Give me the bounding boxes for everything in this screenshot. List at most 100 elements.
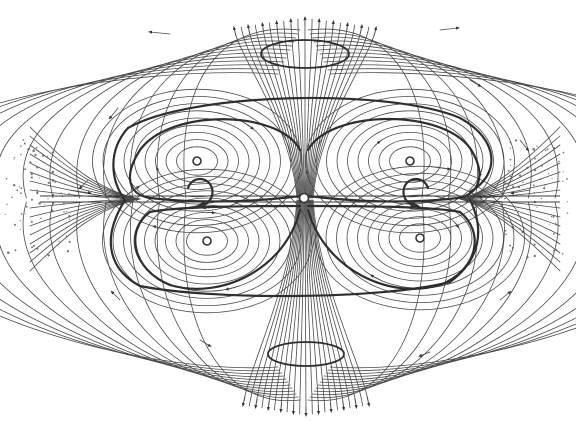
outer-sweep	[22, 52, 289, 199]
field-arrow	[108, 107, 119, 120]
axial-line	[283, 20, 303, 199]
field-center-lower-left	[202, 236, 212, 246]
axial-line	[310, 199, 351, 409]
field-fleck	[47, 198, 49, 200]
midplane-line	[459, 153, 561, 200]
midplane-line	[459, 144, 561, 200]
outer-sweep	[313, 201, 505, 393]
outer-sweep	[325, 64, 576, 101]
outer-sweep	[183, 201, 301, 402]
field-fleck	[16, 189, 19, 192]
field-arrow	[439, 26, 460, 31]
field-fleck	[23, 142, 26, 145]
axial-line	[276, 21, 303, 199]
field-fleck	[44, 204, 46, 206]
field-fleck	[509, 175, 512, 178]
field-fleck	[551, 177, 553, 179]
right-inner-loop	[306, 117, 481, 290]
left-curl-arrow	[186, 177, 214, 210]
axial-line	[254, 24, 300, 199]
outer-sweep	[0, 64, 283, 114]
field-fleck	[548, 173, 550, 175]
field-arrow	[69, 189, 92, 195]
field-fleck	[20, 212, 23, 215]
field-fleck	[566, 212, 569, 214]
midplane-line	[29, 162, 141, 200]
right-curl-arrow	[402, 177, 430, 210]
axial-line	[308, 22, 341, 199]
field-arrow	[373, 26, 378, 37]
axial-line	[307, 199, 332, 412]
field-arrow	[469, 79, 482, 88]
field-fleck	[534, 157, 536, 160]
field-loop	[144, 197, 270, 285]
field-loop	[92, 88, 302, 234]
outer-sweep	[0, 315, 279, 369]
field-loop	[399, 223, 441, 253]
outer-sweep	[0, 72, 279, 104]
field-arrow	[341, 400, 346, 411]
outer-sweep	[319, 260, 576, 384]
field-arrow	[345, 22, 349, 33]
field-fleck	[40, 217, 42, 220]
field-loop	[326, 103, 494, 219]
field-fleck	[546, 148, 549, 151]
field-loop	[155, 132, 239, 190]
field-fleck	[20, 187, 23, 190]
field-fleck	[31, 246, 34, 249]
midplane-line	[29, 144, 141, 200]
field-fleck	[505, 233, 507, 236]
field-arrow	[499, 290, 512, 301]
axial-line	[308, 199, 338, 411]
outer-sweep	[183, 28, 301, 199]
top-current-ring	[260, 39, 350, 69]
field-arrow	[279, 402, 283, 413]
axial-line	[305, 199, 313, 415]
field-fleck	[66, 210, 68, 213]
axial-line	[240, 26, 299, 199]
field-fleck	[35, 146, 38, 149]
field-arrow	[110, 290, 121, 301]
outer-sweep	[0, 60, 285, 127]
field-arrow	[329, 402, 333, 413]
field-fleck	[504, 197, 506, 200]
axial-line	[261, 199, 300, 409]
outer-sweep	[319, 52, 576, 144]
outer-sweep	[321, 56, 576, 118]
field-arrow	[430, 166, 452, 171]
field-fleck	[544, 149, 547, 152]
field-fleck	[30, 176, 33, 179]
axial-line	[312, 199, 370, 406]
axial-line	[233, 27, 298, 199]
field-fleck	[19, 192, 22, 195]
field-fleck	[552, 215, 555, 218]
field-fleck	[66, 250, 70, 253]
field-fleck	[19, 219, 21, 222]
field-fleck	[536, 145, 538, 147]
field-fleck	[562, 151, 565, 154]
field-fleck	[32, 244, 35, 247]
midplane-line	[29, 135, 141, 200]
axial-line	[269, 22, 302, 199]
axial-line	[248, 199, 299, 407]
field-fleck	[52, 193, 55, 196]
field-arrow	[331, 20, 335, 31]
field-loop	[378, 209, 462, 267]
axial-field-lines	[232, 16, 378, 417]
field-loop	[336, 110, 484, 212]
field-fleck	[13, 159, 15, 161]
axial-line	[306, 19, 320, 199]
field-fleck	[68, 240, 71, 243]
outer-sweep	[22, 201, 289, 384]
field-arrow	[254, 398, 258, 409]
bottom-current-ring	[267, 341, 345, 367]
axial-line	[262, 23, 301, 199]
field-fleck	[11, 196, 13, 199]
axial-line	[293, 199, 304, 414]
axial-line	[312, 27, 377, 199]
field-fleck	[507, 169, 510, 172]
outer-sweep	[0, 298, 283, 375]
field-fleck	[18, 186, 21, 188]
field-fleck	[68, 192, 70, 195]
